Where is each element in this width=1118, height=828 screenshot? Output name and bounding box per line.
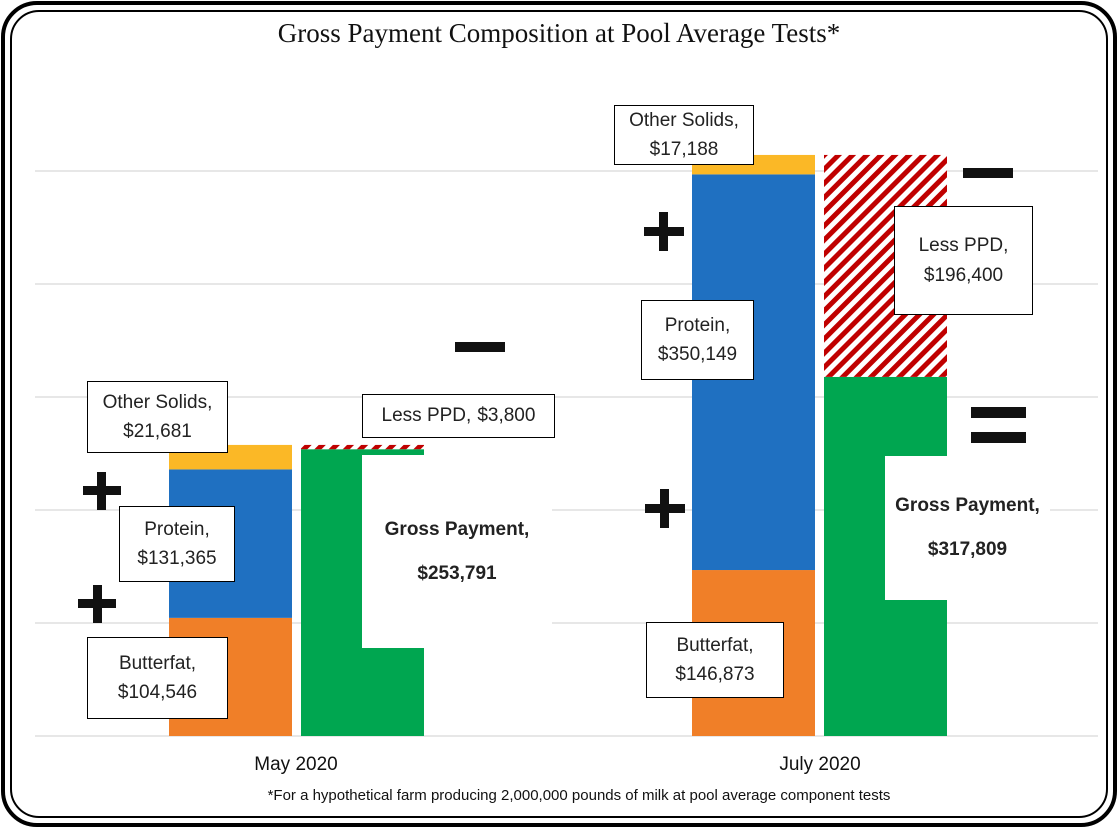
- minus-sign: [963, 168, 1013, 178]
- inner-frame: [10, 10, 1108, 818]
- plus-sign: [97, 472, 106, 510]
- data-label: Protein, $131,365: [119, 506, 235, 582]
- chart-title: Gross Payment Composition at Pool Averag…: [278, 18, 841, 48]
- plus-sign: [659, 212, 668, 251]
- data-label: Other Solids, $21,681: [87, 381, 228, 453]
- label-name: Other Solids,: [102, 391, 213, 413]
- label-value: $104,546: [117, 682, 198, 703]
- label-value: $317,809: [927, 539, 1008, 560]
- x-tick-label: July 2020: [779, 754, 860, 775]
- data-label: Butterfat, $146,873: [646, 622, 784, 698]
- label-name: Gross Payment,: [384, 518, 530, 540]
- label-name: Butterfat,: [118, 652, 197, 674]
- label-value: $253,791: [417, 562, 497, 584]
- label-value: $196,400: [923, 264, 1004, 286]
- label-value: $131,365: [137, 548, 217, 569]
- data-label: Gross Payment, $253,791: [362, 455, 552, 648]
- label-name: Less PPD,: [918, 235, 1009, 257]
- hatched-bar-segment: [301, 444, 424, 450]
- label-value: $21,681: [123, 421, 192, 442]
- label-value: $3,800: [477, 405, 536, 427]
- label-value: $350,149: [657, 344, 738, 365]
- x-tick-label: May 2020: [254, 754, 337, 775]
- data-label: Less PPD, $3,800: [362, 394, 555, 438]
- equals-sign: [971, 407, 1026, 418]
- data-label: Gross Payment, $317,809: [885, 456, 1050, 600]
- footnote: *For a hypothetical farm producing 2,000…: [268, 787, 891, 804]
- label-name: Protein,: [664, 314, 731, 336]
- data-label: Less PPD, $196,400: [894, 206, 1033, 315]
- data-label: Other Solids, $17,188: [614, 105, 754, 165]
- label-name: Gross Payment,: [895, 495, 1040, 517]
- label-name: Less PPD,: [381, 405, 472, 427]
- data-label: Butterfat, $104,546: [87, 637, 228, 719]
- minus-sign: [455, 342, 505, 352]
- plus-sign: [93, 585, 102, 623]
- data-label: Protein, $350,149: [641, 300, 754, 380]
- label-name: Butterfat,: [676, 634, 754, 656]
- label-value: $146,873: [675, 664, 755, 685]
- label-value: $17,188: [649, 139, 719, 160]
- plus-sign: [660, 489, 669, 528]
- label-name: Protein,: [144, 518, 210, 540]
- equals-sign: [971, 432, 1026, 443]
- label-name: Other Solids,: [629, 109, 739, 131]
